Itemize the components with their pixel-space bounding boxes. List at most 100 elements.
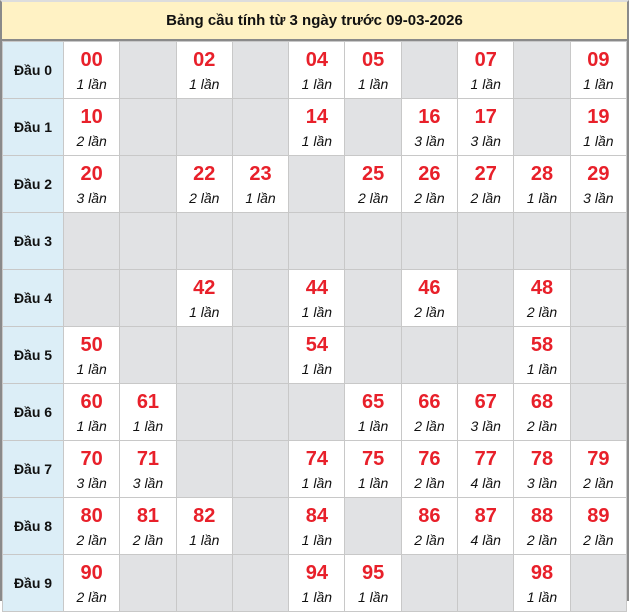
- loto-number: 25: [362, 163, 385, 185]
- number-cell: 54 1 lần: [288, 326, 346, 384]
- loto-number: 27: [474, 163, 497, 185]
- table-row: Đầu 3: [2, 212, 628, 270]
- occurrence-count: 3 lần: [470, 133, 501, 149]
- row-label: Đầu 4: [2, 269, 64, 327]
- loto-number: 94: [305, 562, 328, 584]
- empty-cell: [400, 554, 459, 612]
- occurrence-count: 2 lần: [526, 304, 558, 320]
- empty-cell: [231, 212, 290, 270]
- loto-number: 60: [80, 391, 103, 413]
- occurrence-count: 1 lần: [189, 304, 220, 320]
- number-cell: 61 1 lần: [119, 383, 177, 441]
- loto-number: 42: [193, 277, 216, 299]
- occurrence-count: 2 lần: [414, 190, 445, 206]
- occurrence-count: 2 lần: [357, 190, 389, 206]
- table-row: Đầu 8 80 2 lần 81 2 lần 82 1 lần 84 1 lần 86 2 lần…: [2, 497, 628, 555]
- empty-cell: [119, 98, 177, 156]
- occurrence-count: 1 lần: [357, 76, 389, 92]
- number-cell: 68 2 lần: [513, 383, 571, 441]
- number-cell: 67 3 lần: [457, 383, 515, 441]
- occurrence-count: 1 lần: [470, 76, 501, 92]
- loto-number: 07: [474, 49, 497, 71]
- occurrence-count: 1 lần: [526, 190, 558, 206]
- table-row: Đầu 0 00 1 lần 02 1 lần 04 1 lần 05 1 lần 07 1 lần…: [2, 41, 628, 99]
- occurrence-count: 1 lần: [76, 76, 107, 92]
- empty-cell: [344, 98, 402, 156]
- loto-number: 81: [136, 505, 160, 527]
- loto-number: 84: [305, 505, 328, 527]
- loto-number: 82: [193, 505, 216, 527]
- loto-number: 05: [362, 49, 385, 71]
- occurrence-count: 2 lần: [414, 304, 445, 320]
- occurrence-count: 1 lần: [189, 532, 220, 548]
- table-title: Bảng cầu tính từ 3 ngày trước 09-03-2026: [2, 2, 627, 41]
- number-cell: 84 1 lần: [288, 497, 346, 555]
- empty-cell: [569, 212, 628, 270]
- occurrence-count: 2 lần: [414, 532, 445, 548]
- number-cell: 48 2 lần: [513, 269, 571, 327]
- empty-cell: [231, 554, 290, 612]
- loto-number: 22: [193, 163, 216, 185]
- empty-cell: [231, 497, 290, 555]
- empty-cell: [175, 98, 233, 156]
- occurrence-count: 1 lần: [526, 589, 558, 605]
- empty-cell: [119, 155, 177, 213]
- loto-number: 54: [305, 334, 328, 356]
- empty-cell: [231, 326, 290, 384]
- loto-number: 66: [418, 391, 441, 413]
- occurrence-count: 2 lần: [526, 532, 558, 548]
- loto-number: 23: [249, 163, 272, 185]
- occurrence-count: 1 lần: [583, 76, 614, 92]
- loto-table: Đầu 0 00 1 lần 02 1 lần 04 1 lần 05 1 lần 07 1 lần…: [2, 41, 628, 612]
- number-cell: 09 1 lần: [569, 41, 628, 99]
- occurrence-count: 1 lần: [301, 532, 333, 548]
- occurrence-count: 1 lần: [301, 304, 333, 320]
- empty-cell: [457, 554, 515, 612]
- number-cell: 75 1 lần: [344, 440, 402, 498]
- empty-cell: [288, 383, 346, 441]
- occurrence-count: 1 lần: [301, 475, 333, 491]
- number-cell: 26 2 lần: [400, 155, 459, 213]
- number-cell: 02 1 lần: [175, 41, 233, 99]
- number-cell: 05 1 lần: [344, 41, 402, 99]
- occurrence-count: 1 lần: [245, 190, 276, 206]
- loto-number: 00: [80, 49, 103, 71]
- number-cell: 66 2 lần: [400, 383, 459, 441]
- empty-cell: [231, 41, 290, 99]
- row-label: Đầu 6: [2, 383, 64, 441]
- loto-number: 26: [418, 163, 441, 185]
- number-cell: 44 1 lần: [288, 269, 346, 327]
- loto-number: 80: [80, 505, 103, 527]
- occurrence-count: 2 lần: [132, 532, 164, 548]
- occurrence-count: 2 lần: [76, 532, 107, 548]
- number-cell: 07 1 lần: [457, 41, 515, 99]
- loto-number: 70: [80, 448, 103, 470]
- empty-cell: [400, 212, 459, 270]
- loto-number: 79: [587, 448, 610, 470]
- loto-number: 87: [474, 505, 497, 527]
- occurrence-count: 3 lần: [76, 475, 107, 491]
- loto-number: 90: [80, 562, 103, 584]
- empty-cell: [175, 440, 233, 498]
- loto-number: 74: [305, 448, 328, 470]
- row-label: Đầu 7: [2, 440, 64, 498]
- occurrence-count: 1 lần: [301, 589, 333, 605]
- number-cell: 22 2 lần: [175, 155, 233, 213]
- occurrence-count: 1 lần: [301, 133, 333, 149]
- occurrence-count: 2 lần: [414, 475, 445, 491]
- row-label: Đầu 9: [2, 554, 64, 612]
- table-row: Đầu 4 42 1 lần 44 1 lần 46 2 lần 48 2 lần: [2, 269, 628, 327]
- number-cell: 50 1 lần: [62, 326, 121, 384]
- occurrence-count: 3 lần: [414, 133, 445, 149]
- number-cell: 14 1 lần: [288, 98, 346, 156]
- loto-number: 29: [587, 163, 610, 185]
- row-label: Đầu 8: [2, 497, 64, 555]
- empty-cell: [231, 98, 290, 156]
- empty-cell: [569, 269, 628, 327]
- number-cell: 76 2 lần: [400, 440, 459, 498]
- number-cell: 79 2 lần: [569, 440, 628, 498]
- loto-number: 78: [530, 448, 554, 470]
- number-cell: 46 2 lần: [400, 269, 459, 327]
- number-cell: 94 1 lần: [288, 554, 346, 612]
